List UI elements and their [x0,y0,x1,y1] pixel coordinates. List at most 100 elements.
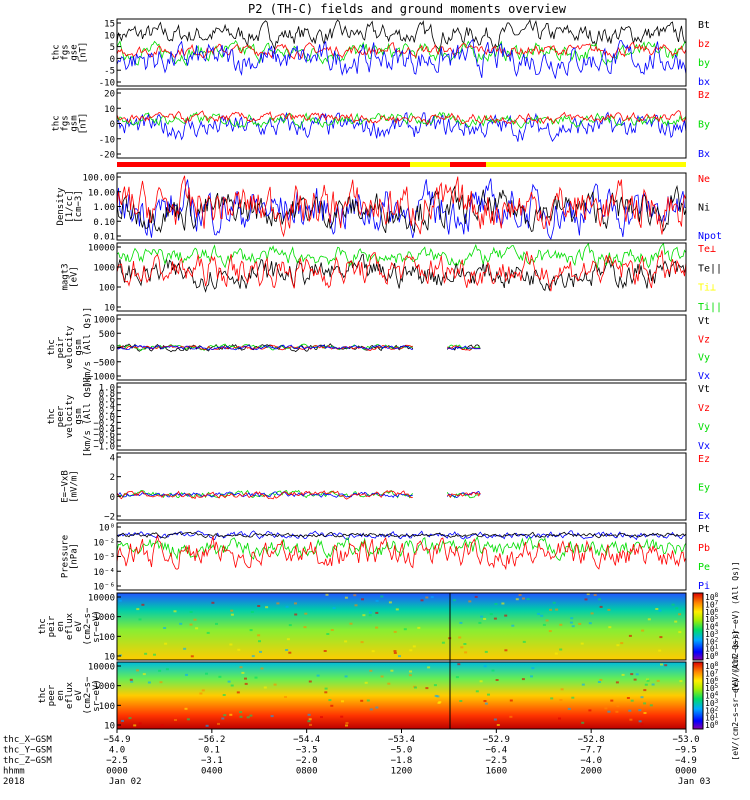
spectrogram-cell [593,594,597,596]
spectrogram-cell [511,624,515,627]
colorbar-tick-exponent: 4 [715,691,719,698]
spectrogram-cell [136,608,140,611]
spectrogram-cell [675,607,679,610]
spectrogram-cell [468,600,472,603]
y-tick-label: 0.6 [99,395,115,405]
colorbar-tick-label: 101 [705,644,719,654]
x-axis-value: 0000 [106,767,128,777]
spectrogram-cell [341,700,344,703]
y-axis-label-line: [cm−3] [74,190,84,223]
spectrogram-cell [173,610,177,613]
y-axis-label-line: en [56,690,66,701]
x-axis-row-label: thc_X−GSM [3,735,52,745]
spectrogram-cell [349,622,353,625]
spectrogram-cell [121,719,124,722]
spectrogram-cell [649,704,653,707]
colorbar [692,592,704,661]
spectrogram-cell [273,683,277,686]
x-axis-value: −2.5 [106,756,128,766]
panel-frame [116,172,687,241]
spectrogram-cell [409,670,412,673]
y-tick-label: 10000 [88,594,115,604]
colorbar-label: [eV/(cm2−s−sr−eV) (All Qs)] [731,561,740,691]
colorbar-tick-label: 107 [705,599,719,609]
spectrogram-cell [487,693,490,696]
spectrogram-cell [569,621,573,624]
x-axis-value: −2.5 [485,756,507,766]
spectrogram-cell [362,614,366,617]
spectrogram-cell [179,622,183,625]
spectrogram-cell [626,697,630,699]
spectrogram-cell [183,647,187,650]
legend-entry-bz: bz [698,39,710,50]
colorbar-tick-exponent: 4 [715,622,719,629]
y-axis-label-line: [nT] [79,113,89,135]
mode-bar-yellow-segment [410,162,450,167]
spectrogram-cell [393,630,397,633]
spectrogram-cell [324,691,328,694]
y-tick-label: 10 [104,304,115,314]
spectrogram-cell [366,699,370,702]
spectrogram-cell [678,631,682,634]
colorbar-tick-exponent: 5 [715,614,719,621]
spectrogram-cell [530,675,533,678]
y-axis-label-line: peir [47,615,57,637]
y-tick-label: 10000 [88,663,115,673]
legend-entry-Vz: Vz [698,403,710,414]
spectrogram-cell [368,614,372,617]
colorbar-tick-exponent: 2 [715,705,719,712]
spectrogram-cell [369,669,373,672]
spectrogram-cell [496,724,500,726]
spectrogram-cell [633,678,637,681]
spectrogram-cell [678,613,682,616]
spectrogram-cell [542,623,546,626]
spectrogram-cell [265,606,269,609]
spectrogram-cell [138,722,142,725]
spectrogram-cell [304,612,308,615]
spectrogram-cell [258,640,261,643]
mode-bar-red-segment [117,162,410,167]
colorbar-tick-exponent: 0 [715,720,719,727]
spectrogram-cell [354,604,358,607]
spectrogram-cell [360,641,364,644]
panel-peir_velocity: 10005000−500−1000thcpeirvelocitygsm[km/s… [47,307,710,388]
spectrogram-cell [643,689,647,692]
y-axis-label-line: magt3 [61,263,71,290]
spectrogram-cell [584,598,588,601]
legend-entry-Te⊥: Te⊥ [698,244,716,255]
y-axis-label-line: E=−VxB [61,470,71,503]
series-trace-black [116,19,687,52]
spectrogram-cell [309,723,312,726]
y-tick-label: 10 [104,31,115,41]
x-axis-value: −3.5 [296,746,318,756]
legend-entry-Te||: Te|| [698,263,722,274]
spectrogram-cell [141,603,145,606]
y-tick-label: 10 [104,722,115,732]
spectrogram-cell [375,626,379,629]
spectrogram-cell [616,705,620,708]
spectrogram-cell [540,614,544,617]
spectrogram-cell [380,595,384,598]
legend-entry-Vx: Vx [698,441,710,452]
spectrogram-cell [316,674,320,677]
y-tick-label: 2 [110,473,115,483]
panels: 151050-5-10thcfgsgse[nT]Btbzbybx20100-10… [38,18,722,732]
spectrogram-cell [375,611,379,614]
colorbar-tick-label: 103 [705,698,719,708]
spectrogram-cell [186,718,190,721]
y-tick-label: 0 [110,344,115,354]
spectrogram-cell [641,629,645,632]
x-axis-labels: thc_X−GSM −54.9 −56.2 −54.4 −53.4 −52.9 −52.8−… [3,729,711,787]
y-axis-label-line: (cm2−s− [83,676,93,715]
colorbar-tick-label: 102 [705,705,719,715]
spectrogram-cell [610,699,614,702]
spectrogram-cell [393,650,397,653]
x-axis-value: 4.0 [109,746,125,756]
colorbar-tick-exponent: 8 [715,661,719,668]
spectrogram-cell [604,707,608,710]
spectrogram-cell [489,613,493,616]
y-tick-label: 100 [99,633,115,643]
spectrogram-cell [430,596,434,599]
spectrogram-cell [153,653,156,656]
